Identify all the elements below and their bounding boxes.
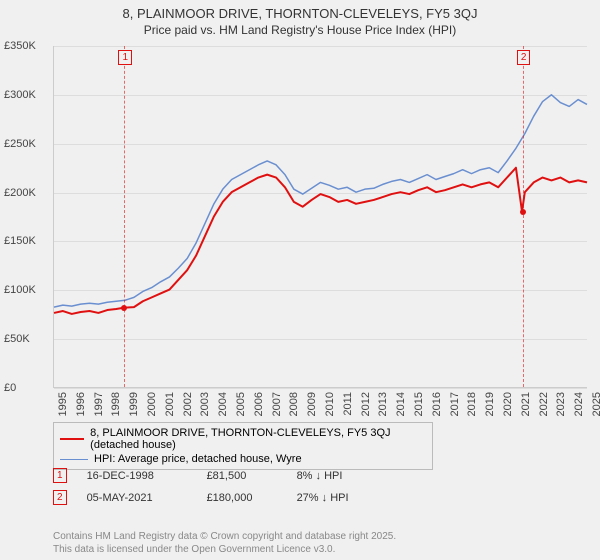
x-tick-label: 2024 bbox=[573, 392, 585, 416]
x-tick-label: 2015 bbox=[413, 392, 425, 416]
annotation-delta-2: 27% ↓ HPI bbox=[297, 492, 349, 504]
x-tick-label: 2007 bbox=[271, 392, 283, 416]
annotation-marker-1: 1 bbox=[53, 468, 67, 483]
legend-row-price-paid: 8, PLAINMOOR DRIVE, THORNTON-CLEVELEYS, … bbox=[60, 426, 426, 452]
x-tick-label: 1995 bbox=[57, 392, 69, 416]
x-tick-label: 2014 bbox=[395, 392, 407, 416]
marker-label: 2 bbox=[517, 50, 531, 65]
legend-swatch-hpi bbox=[60, 459, 88, 460]
x-tick-label: 2023 bbox=[555, 392, 567, 416]
x-tick-label: 2004 bbox=[217, 392, 229, 416]
x-tick-label: 2025 bbox=[591, 392, 600, 416]
x-tick-label: 2013 bbox=[377, 392, 389, 416]
series-line-price_paid bbox=[54, 168, 587, 314]
x-tick-label: 2010 bbox=[324, 392, 336, 416]
x-tick-label: 2012 bbox=[360, 392, 372, 416]
x-tick-label: 2020 bbox=[502, 392, 514, 416]
gridline-h bbox=[54, 388, 587, 389]
x-tick-label: 2022 bbox=[538, 392, 550, 416]
annotation-row-1: 1 16-DEC-1998 £81,500 8% ↓ HPI bbox=[53, 468, 342, 483]
annotation-marker-2: 2 bbox=[53, 490, 67, 505]
x-tick-label: 2019 bbox=[484, 392, 496, 416]
marker-dot bbox=[121, 305, 127, 311]
x-tick-label: 2000 bbox=[146, 392, 158, 416]
x-tick-label: 2016 bbox=[431, 392, 443, 416]
x-tick-label: 2003 bbox=[199, 392, 211, 416]
x-tick-label: 1998 bbox=[110, 392, 122, 416]
legend-label-hpi: HPI: Average price, detached house, Wyre bbox=[94, 453, 302, 465]
legend-label-price-paid: 8, PLAINMOOR DRIVE, THORNTON-CLEVELEYS, … bbox=[90, 427, 426, 451]
x-tick-label: 2008 bbox=[288, 392, 300, 416]
chart-title: 8, PLAINMOOR DRIVE, THORNTON-CLEVELEYS, … bbox=[0, 6, 600, 21]
x-tick-label: 2002 bbox=[182, 392, 194, 416]
x-tick-label: 1999 bbox=[128, 392, 140, 416]
legend-box: 8, PLAINMOOR DRIVE, THORNTON-CLEVELEYS, … bbox=[53, 422, 433, 470]
legend-swatch-price-paid bbox=[60, 438, 84, 440]
marker-dot bbox=[520, 209, 526, 215]
y-tick-label: £50K bbox=[4, 333, 30, 345]
x-tick-label: 2001 bbox=[164, 392, 176, 416]
chart-container: 8, PLAINMOOR DRIVE, THORNTON-CLEVELEYS, … bbox=[0, 0, 600, 560]
chart-lines-svg bbox=[54, 46, 587, 387]
marker-line bbox=[523, 46, 524, 387]
title-block: 8, PLAINMOOR DRIVE, THORNTON-CLEVELEYS, … bbox=[0, 0, 600, 39]
footer-attribution: Contains HM Land Registry data © Crown c… bbox=[53, 530, 396, 556]
marker-line bbox=[124, 46, 125, 387]
series-line-hpi bbox=[54, 95, 587, 307]
x-tick-label: 1996 bbox=[75, 392, 87, 416]
y-tick-label: £0 bbox=[4, 382, 16, 394]
x-tick-label: 2018 bbox=[466, 392, 478, 416]
annotation-date-1: 16-DEC-1998 bbox=[87, 470, 187, 482]
marker-label: 1 bbox=[118, 50, 132, 65]
x-tick-label: 2005 bbox=[235, 392, 247, 416]
plot-area: 12 bbox=[53, 46, 587, 388]
x-tick-label: 2021 bbox=[520, 392, 532, 416]
annotation-delta-1: 8% ↓ HPI bbox=[297, 470, 343, 482]
y-tick-label: £250K bbox=[4, 138, 36, 150]
y-tick-label: £200K bbox=[4, 187, 36, 199]
y-tick-label: £150K bbox=[4, 235, 36, 247]
y-tick-label: £100K bbox=[4, 284, 36, 296]
annotation-date-2: 05-MAY-2021 bbox=[87, 492, 187, 504]
x-tick-label: 2017 bbox=[449, 392, 461, 416]
y-tick-label: £300K bbox=[4, 89, 36, 101]
annotation-price-2: £180,000 bbox=[207, 492, 277, 504]
y-tick-label: £350K bbox=[4, 40, 36, 52]
annotation-price-1: £81,500 bbox=[207, 470, 277, 482]
x-tick-label: 2006 bbox=[253, 392, 265, 416]
footer-line-1: Contains HM Land Registry data © Crown c… bbox=[53, 530, 396, 543]
legend-row-hpi: HPI: Average price, detached house, Wyre bbox=[60, 452, 426, 466]
x-tick-label: 2009 bbox=[306, 392, 318, 416]
annotation-row-2: 2 05-MAY-2021 £180,000 27% ↓ HPI bbox=[53, 490, 349, 505]
footer-line-2: This data is licensed under the Open Gov… bbox=[53, 543, 396, 556]
chart-subtitle: Price paid vs. HM Land Registry's House … bbox=[0, 23, 600, 37]
x-tick-label: 1997 bbox=[93, 392, 105, 416]
x-tick-label: 2011 bbox=[342, 392, 354, 416]
